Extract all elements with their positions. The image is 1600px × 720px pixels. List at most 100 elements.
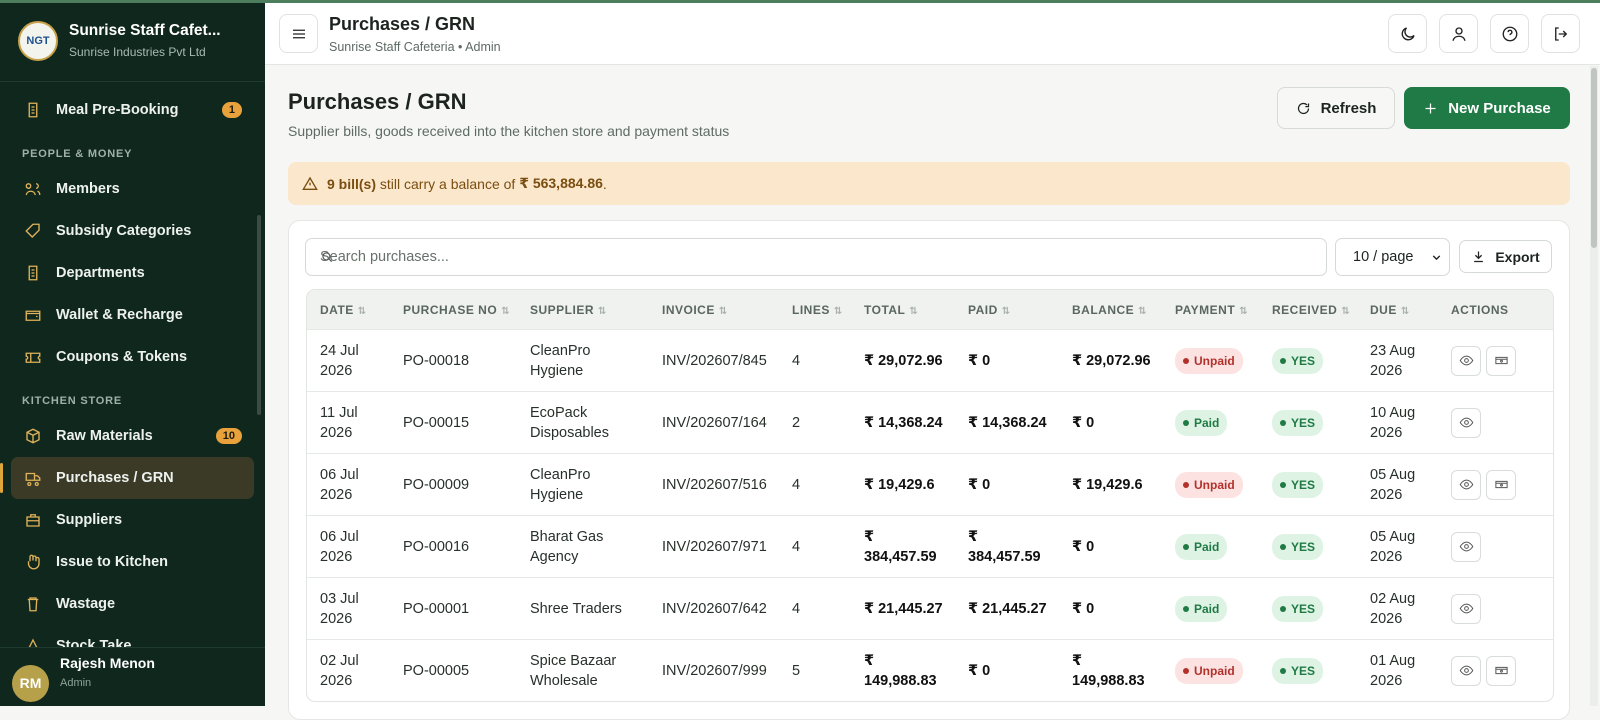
export-button[interactable]: Export	[1459, 240, 1552, 273]
column-label: PURCHASE NO	[403, 302, 498, 317]
actions-cell	[1438, 515, 1553, 577]
help-button[interactable]	[1490, 14, 1529, 53]
cell: 06 Jul 2026	[307, 515, 390, 577]
pay-button[interactable]	[1486, 655, 1516, 686]
nav-section-title: PEOPLE & MONEY	[22, 148, 133, 160]
cell-text: PO-00005	[403, 662, 470, 679]
nav-item[interactable]: Raw Materials 10	[11, 415, 254, 457]
search-input[interactable]: Search purchases...	[305, 238, 1327, 276]
column-label: DUE	[1370, 302, 1397, 317]
cell-text: ₹ 149,988.83	[864, 652, 937, 689]
cell: ₹ 0	[955, 329, 1059, 391]
cell-text: 03 Jul 2026	[320, 590, 359, 627]
nav-item[interactable]: Coupons & Tokens	[11, 336, 254, 378]
cell-text: 23 Aug 2026	[1370, 342, 1416, 379]
nav-item[interactable]: Subsidy Categories	[11, 210, 254, 252]
column-header: TOTAL ⇅	[851, 290, 955, 329]
cell-text: ₹ 149,988.83	[1072, 652, 1145, 689]
nav-item[interactable]: Departments	[11, 252, 254, 294]
cell-text: INV/202607/971	[662, 538, 767, 555]
nav-label: Wastage	[56, 596, 116, 612]
cell-text: ₹ 0	[968, 662, 991, 679]
cell-text: PO-00009	[403, 476, 470, 493]
sort-icon: ⇅	[1138, 305, 1148, 317]
view-button[interactable]	[1451, 593, 1481, 624]
sort-icon: ⇅	[909, 305, 919, 317]
sort-icon: ⇅	[833, 305, 843, 317]
cell-text: INV/202607/516	[662, 476, 767, 493]
cell-text: Shree Traders	[530, 600, 622, 617]
cell-text: 05 Aug 2026	[1370, 528, 1416, 565]
cell-text: ₹ 0	[1072, 600, 1095, 617]
new-purchase-button[interactable]: New Purchase	[1404, 87, 1570, 129]
cell: 4	[779, 577, 851, 639]
page-size-select[interactable]: 10 / page	[1335, 238, 1450, 276]
cell: INV/202607/642	[649, 577, 779, 639]
alert-text: still carry a balance of	[376, 175, 520, 192]
received-status: YES	[1272, 409, 1324, 436]
nav-item[interactable]: Issue to Kitchen	[11, 541, 254, 583]
logout-button[interactable]	[1541, 14, 1580, 53]
cell: 5	[779, 639, 851, 701]
alert-end: .	[602, 175, 607, 192]
cell-text: 2	[792, 414, 801, 431]
cell: 03 Jul 2026	[307, 577, 390, 639]
cell: 05 Aug 2026	[1357, 515, 1438, 577]
column-header: RECEIVED ⇅	[1259, 290, 1357, 329]
cell: CleanPro Hygiene	[517, 453, 649, 515]
user-info: Rajesh Menon Admin	[60, 655, 155, 689]
cell-text: EcoPack Disposables	[530, 404, 609, 441]
pay-button[interactable]	[1486, 345, 1516, 376]
nav-label: Subsidy Categories	[56, 223, 192, 239]
nav-item[interactable]: Wallet & Recharge	[11, 294, 254, 336]
cell-text: ₹ 0	[1072, 538, 1095, 555]
nav-label: Coupons & Tokens	[56, 349, 188, 365]
view-button[interactable]	[1451, 345, 1481, 376]
user-role: Admin	[60, 677, 92, 689]
cell: Paid	[1162, 577, 1259, 639]
nav-item[interactable]: Meal Pre-Booking 1	[11, 89, 254, 131]
payment-status: Paid	[1175, 409, 1228, 436]
cell: ₹ 21,445.27	[851, 577, 955, 639]
cell-text: 06 Jul 2026	[320, 466, 359, 503]
balance-alert: 9 bill(s) still carry a balance of ₹ 563…	[288, 162, 1570, 205]
nav-label: Meal Pre-Booking	[56, 102, 179, 118]
cell-text: 02 Aug 2026	[1370, 590, 1416, 627]
scrollbar	[257, 215, 261, 415]
view-button[interactable]	[1451, 531, 1481, 562]
nav-item[interactable]: Suppliers	[11, 499, 254, 541]
cell: ₹ 149,988.83	[851, 639, 955, 701]
nav-item[interactable]: Members	[11, 168, 254, 210]
received-status: YES	[1272, 347, 1324, 374]
alert-amount: ₹ 563,884.86	[519, 175, 603, 191]
table-row: 24 Jul 2026 PO-00018 CleanPro Hygiene INV/2…	[307, 329, 1553, 391]
sort-icon: ⇅	[1341, 305, 1351, 317]
cell-text: 10 Aug 2026	[1370, 404, 1416, 441]
column-header: INVOICE ⇅	[649, 290, 779, 329]
nav-icon	[25, 352, 41, 363]
page-title: Purchases / GRN	[288, 89, 467, 114]
nav-item[interactable]: Wastage	[11, 583, 254, 625]
nav-badge: 1	[221, 102, 242, 118]
nav-item[interactable]: Purchases / GRN	[0, 457, 254, 499]
refresh-button[interactable]: Refresh	[1277, 87, 1395, 129]
refresh-label: Refresh	[1320, 99, 1377, 117]
theme-button[interactable]	[1388, 14, 1427, 53]
cell: Unpaid	[1162, 329, 1259, 391]
nav-label: Suppliers	[56, 512, 123, 528]
sort-icon: ⇅	[1400, 305, 1410, 317]
view-button[interactable]	[1451, 407, 1481, 438]
cell: PO-00018	[390, 329, 517, 391]
user-panel[interactable]: RM Rajesh Menon Admin	[0, 647, 265, 706]
view-button[interactable]	[1451, 655, 1481, 686]
menu-button[interactable]	[279, 14, 318, 53]
received-status: YES	[1272, 533, 1324, 560]
pay-button[interactable]	[1486, 469, 1516, 500]
cell: PO-00016	[390, 515, 517, 577]
profile-button[interactable]	[1439, 14, 1478, 53]
cell-text: 4	[792, 352, 801, 369]
nav-icon	[26, 428, 40, 444]
view-button[interactable]	[1451, 469, 1481, 500]
cell-text: ₹ 19,429.6	[1072, 476, 1143, 493]
table-row: 11 Jul 2026 PO-00015 EcoPack Disposables IN…	[307, 391, 1553, 453]
